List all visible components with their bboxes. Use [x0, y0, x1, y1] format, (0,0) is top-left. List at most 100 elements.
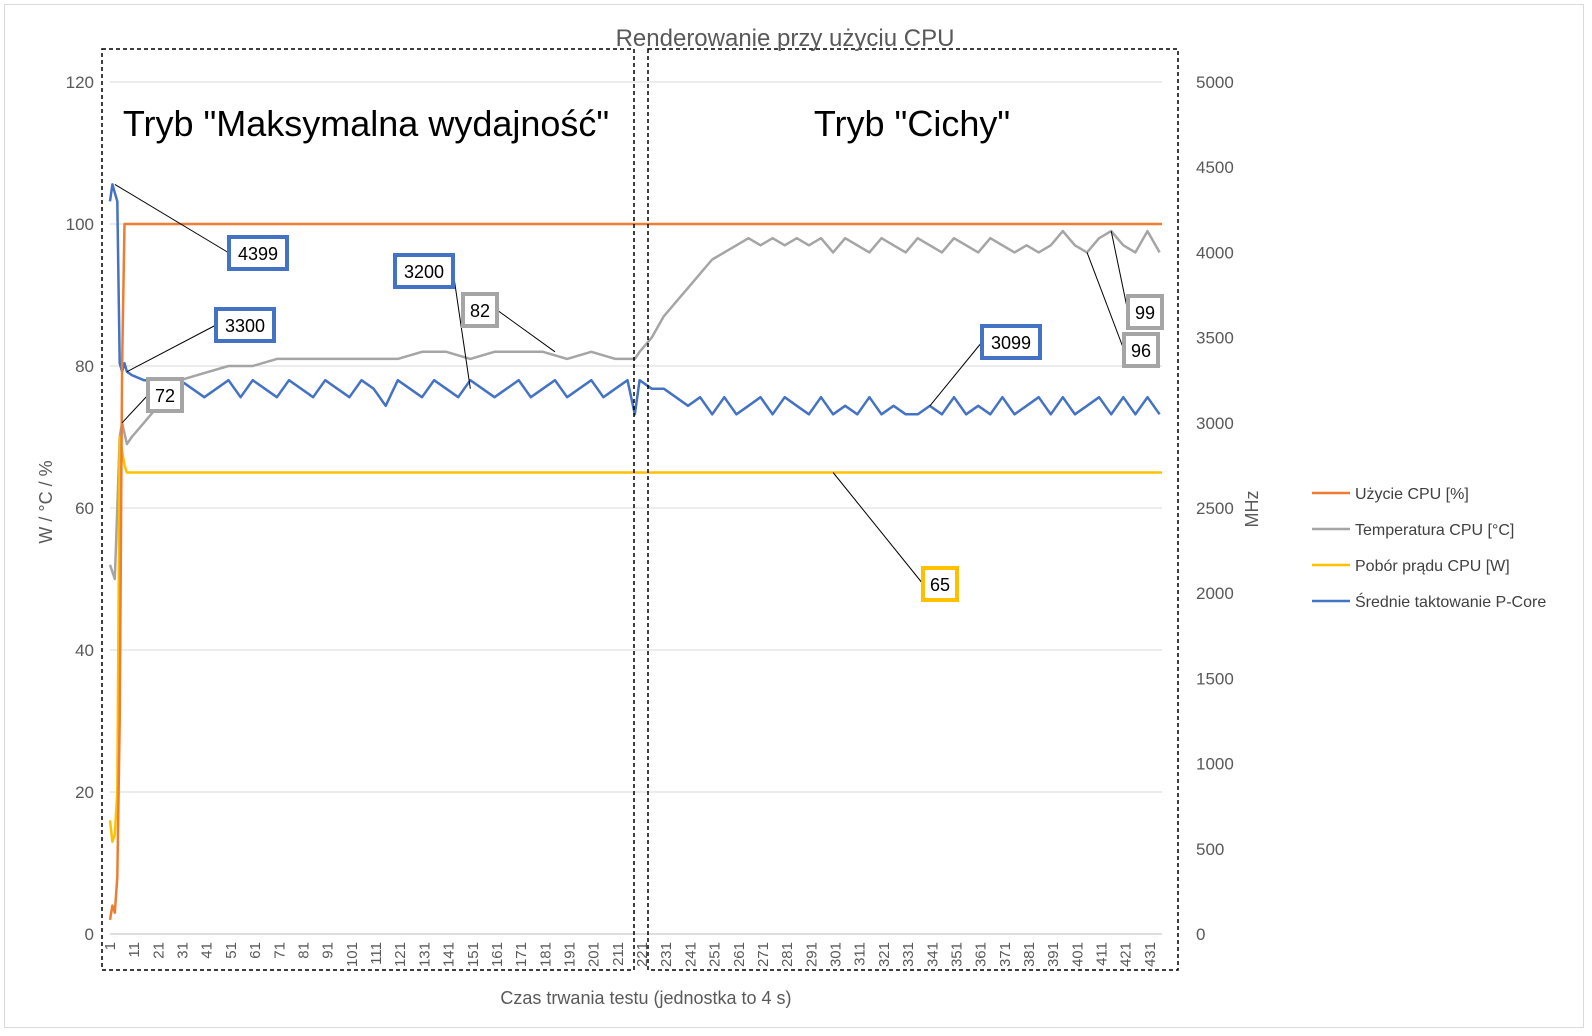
callout-label: 65 — [930, 575, 950, 595]
x-tick-label: 281 — [779, 942, 796, 967]
x-tick-label: 31 — [175, 942, 192, 959]
chart-frame — [4, 4, 1584, 1028]
y-tick-label-left: 0 — [85, 925, 94, 944]
callout-leader — [1110, 230, 1129, 313]
callout-leader — [832, 472, 924, 585]
callout-box — [393, 253, 455, 289]
x-tick-label: 131 — [416, 942, 433, 967]
callout-label: 3300 — [225, 316, 265, 336]
y-tick-label-right: 4500 — [1196, 158, 1234, 177]
x-tick-label: 161 — [489, 942, 506, 967]
legend-entry: Użycie CPU [%] — [1355, 486, 1469, 503]
x-tick-label: 41 — [199, 942, 216, 959]
y-tick-label-right: 3500 — [1196, 329, 1234, 348]
callout-box — [980, 324, 1042, 360]
callout-label: 99 — [1135, 303, 1155, 323]
x-tick-label: 171 — [513, 942, 530, 967]
y-axis-right-ticks: 0 500 1000 1500 2000 2500 3000 3500 4000 4500 5000 — [1196, 73, 1234, 944]
x-tick-label: 141 — [441, 942, 458, 967]
chart-title: Renderowanie przy użyciu CPU — [616, 25, 955, 52]
callout-leader — [121, 394, 149, 424]
x-tick-label: 341 — [924, 942, 941, 967]
y-tick-label-left: 20 — [75, 783, 94, 802]
x-tick-label: 371 — [997, 942, 1014, 967]
x-axis-label: Czas trwania testu (jednostka to 4 s) — [500, 988, 791, 1008]
y-axis-left-label: W / °C / % — [36, 460, 56, 543]
x-tick-label: 81 — [295, 942, 312, 959]
y-tick-label-left: 60 — [75, 499, 94, 518]
x-tick-label: 411 — [1094, 942, 1111, 966]
mode-region-box — [647, 48, 1179, 971]
y-tick-label-left: 80 — [75, 357, 94, 376]
y-tick-label-right: 500 — [1196, 840, 1224, 859]
x-tick-label: 231 — [658, 942, 675, 967]
x-tick-label: 211 — [610, 942, 627, 966]
x-tick-label: 181 — [537, 942, 554, 967]
x-tick-label: 71 — [271, 942, 288, 959]
mode-region-label: Tryb "Maksymalna wydajność" — [123, 103, 609, 144]
x-tick-label: 311 — [852, 942, 869, 966]
x-tick-label: 431 — [1142, 942, 1159, 967]
y-tick-label-left: 120 — [66, 73, 94, 92]
callout-box — [227, 235, 289, 271]
y-tick-label-right: 0 — [1196, 925, 1205, 944]
y-tick-label-right: 5000 — [1196, 73, 1234, 92]
mode-region-box — [101, 48, 635, 971]
x-tick-label: 291 — [803, 942, 820, 967]
y-tick-label-right: 2500 — [1196, 499, 1234, 518]
x-tick-label: 101 — [344, 942, 361, 967]
x-tick-label: 261 — [731, 942, 748, 967]
callout-box — [921, 566, 959, 602]
y-axis-left-ticks: 0 20 40 60 80 100 120 — [66, 73, 94, 944]
y-tick-label-right: 2000 — [1196, 584, 1234, 603]
gridlines — [110, 81, 1162, 935]
y-tick-label-right: 3000 — [1196, 414, 1234, 433]
mode-regions: Tryb "Maksymalna wydajność" Tryb "Cichy" — [101, 48, 1179, 971]
callout-leader — [496, 309, 556, 353]
y-tick-label-right: 1500 — [1196, 669, 1234, 688]
x-tick-label: 111 — [368, 942, 385, 965]
callout-box — [1126, 294, 1164, 330]
x-tick-label: 421 — [1118, 942, 1135, 967]
legend-entry: Pobór prądu CPU [W] — [1355, 558, 1510, 575]
x-tick-label: 61 — [247, 942, 264, 959]
x-axis-ticks: 1 11 21 31 41 51 61 71 81 91 101 111 121 131 141 151 161… — [102, 933, 1162, 967]
x-tick-label: 271 — [755, 942, 772, 967]
x-tick-label: 251 — [707, 942, 724, 967]
x-tick-label: 21 — [150, 942, 167, 959]
callout-box — [461, 292, 499, 328]
callout-label: 96 — [1131, 341, 1151, 361]
callout-box — [1122, 332, 1160, 368]
data-callouts: 4399 3300 72 3200 82 65 3099 99 96 — [114, 183, 1164, 602]
legend-entry: Temperatura CPU [°C] — [1355, 522, 1514, 539]
x-tick-label: 91 — [320, 942, 337, 959]
callout-box — [214, 307, 276, 343]
y-tick-label-right: 1000 — [1196, 755, 1234, 774]
x-tick-label: 151 — [465, 942, 482, 967]
x-tick-label: 51 — [223, 942, 240, 959]
series-line — [108, 435, 1162, 843]
y-tick-label-right: 4000 — [1196, 243, 1234, 262]
x-tick-label: 361 — [973, 942, 990, 967]
callout-leader — [1086, 252, 1125, 351]
x-tick-label: 221 — [634, 942, 651, 967]
callout-leader — [114, 183, 230, 254]
callout-label: 72 — [155, 386, 175, 406]
series-lines — [108, 183, 1162, 921]
callout-leader — [929, 341, 983, 407]
callout-box — [146, 377, 184, 413]
callout-label: 3200 — [404, 262, 444, 282]
x-tick-label: 331 — [900, 942, 917, 967]
y-tick-label-left: 40 — [75, 641, 94, 660]
callout-label: 82 — [470, 301, 490, 321]
x-tick-label: 1 — [102, 942, 119, 950]
y-axis-right-label: MHz — [1242, 491, 1262, 528]
x-tick-label: 191 — [561, 942, 578, 967]
series-line — [108, 222, 1162, 921]
x-tick-label: 381 — [1021, 942, 1038, 967]
x-tick-label: 11 — [126, 942, 143, 958]
x-tick-label: 241 — [682, 942, 699, 967]
callout-label: 3099 — [991, 333, 1031, 353]
callout-leader — [126, 324, 217, 373]
